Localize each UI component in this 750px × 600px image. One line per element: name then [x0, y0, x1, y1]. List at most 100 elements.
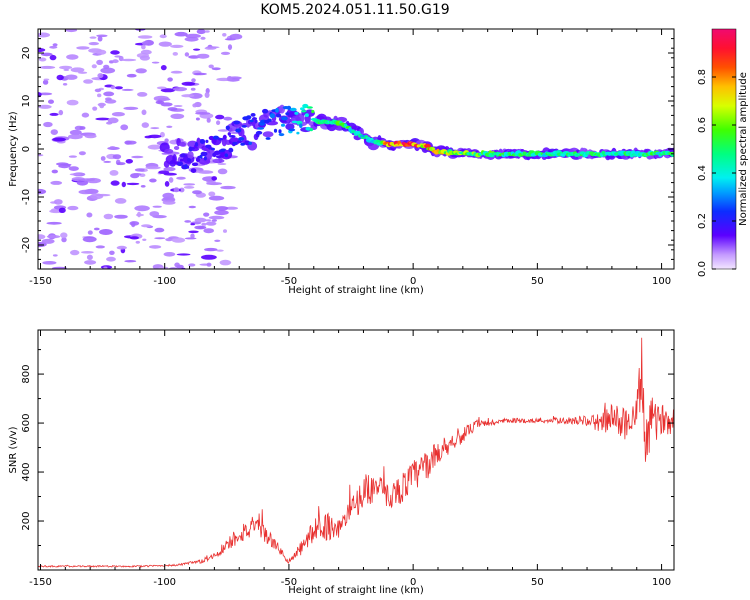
- snr-panel: -150 -100 -50 0 50 100 200 400 600 800 Height of …: [8, 329, 675, 596]
- signal-ridge: [217, 137, 224, 141]
- signal-ridge: [285, 112, 290, 116]
- signal-halo: [179, 141, 187, 147]
- noise-blob: [121, 181, 127, 188]
- signal-ridge: [210, 147, 215, 151]
- noise-blob: [181, 81, 196, 86]
- noise-blob: [204, 30, 210, 33]
- x-tick-label: 100: [652, 276, 671, 287]
- signal-halo: [279, 104, 285, 114]
- signal-ridge: [262, 108, 269, 114]
- signal-ridge: [302, 103, 309, 109]
- noise-blob: [110, 85, 116, 90]
- noise-blob: [82, 236, 97, 243]
- signal-ridge: [257, 127, 265, 130]
- signal-ridge: [208, 135, 215, 141]
- noise-blob: [153, 95, 169, 102]
- noise-blob: [151, 61, 160, 64]
- noise-blob: [188, 205, 196, 209]
- noise-blob: [158, 266, 169, 269]
- noise-blob: [126, 182, 140, 186]
- signal-ridge: [227, 132, 231, 136]
- noise-blob: [52, 137, 66, 142]
- signal-ridge: [431, 147, 436, 151]
- signal-ridge: [205, 139, 209, 143]
- noise-blob: [123, 106, 139, 110]
- noise-blob: [226, 76, 233, 81]
- signal-ridge: [278, 133, 285, 137]
- noise-blob: [203, 212, 210, 217]
- noise-blob: [208, 191, 216, 197]
- noise-blob: [206, 117, 211, 123]
- noise-blob: [67, 205, 79, 211]
- noise-blob: [149, 245, 162, 249]
- colorbar-label: Normalized spectral amplitude: [738, 72, 749, 226]
- signal-ridge: [249, 119, 254, 123]
- noise-blob: [181, 94, 195, 98]
- noise-blob: [172, 87, 188, 92]
- noise-blob: [110, 50, 120, 55]
- x-tick-label: 50: [531, 276, 544, 287]
- signal-ridge: [235, 128, 242, 133]
- noise-blob: [194, 225, 207, 230]
- noise-blob: [188, 92, 203, 99]
- noise-blob: [184, 52, 190, 57]
- noise-blob: [83, 79, 94, 84]
- y-tick-label: -20: [21, 237, 32, 253]
- noise-blob: [116, 245, 127, 250]
- signal-ridge: [194, 142, 199, 147]
- signal-ridge: [240, 142, 246, 146]
- noise-blob: [99, 229, 113, 235]
- noise-blob: [162, 200, 176, 205]
- signal-ridge: [222, 134, 227, 140]
- noise-blob: [68, 166, 79, 172]
- signal-ridge: [200, 151, 208, 157]
- signal-halo: [262, 131, 274, 138]
- noise-blob: [38, 57, 47, 62]
- noise-blob: [100, 156, 106, 161]
- noise-blob: [49, 54, 57, 61]
- signal-ridge: [208, 146, 212, 150]
- noise-blob: [196, 53, 210, 59]
- noise-blob: [142, 238, 147, 241]
- noise-blob: [43, 121, 53, 128]
- noise-blob: [66, 54, 79, 60]
- noise-blob: [214, 210, 229, 216]
- signal-ridge: [191, 162, 199, 167]
- noise-blob: [43, 78, 50, 81]
- noise-blob: [171, 237, 186, 243]
- noise-blob: [170, 113, 185, 120]
- y-tick-label: 200: [21, 511, 32, 530]
- spectrogram-x-axis-label: Height of straight line (km): [288, 285, 424, 296]
- noise-blob: [179, 187, 185, 193]
- noise-blob: [88, 42, 100, 46]
- noise-blob: [129, 236, 139, 240]
- noise-blob: [137, 92, 148, 97]
- signal-ridge: [304, 113, 309, 117]
- noise-blob: [204, 92, 210, 98]
- noise-blob: [184, 220, 192, 223]
- noise-blob: [42, 261, 57, 265]
- noise-blob: [58, 163, 71, 169]
- noise-blob: [134, 168, 145, 172]
- noise-blob: [173, 187, 180, 193]
- noise-blob: [166, 125, 173, 128]
- noise-blob: [190, 87, 196, 91]
- noise-blob: [215, 206, 229, 211]
- noise-blob: [38, 234, 46, 240]
- spectrogram-marks: [38, 29, 674, 269]
- noise-blob: [53, 199, 63, 205]
- noise-blob: [188, 230, 199, 234]
- noise-blob: [155, 100, 165, 105]
- noise-blob: [152, 205, 162, 208]
- noise-blob: [52, 254, 58, 257]
- noise-blob: [48, 99, 54, 104]
- x-tick-label: -100: [153, 276, 176, 287]
- snr-marks: [38, 337, 674, 568]
- noise-blob: [137, 35, 153, 39]
- signal-ridge: [290, 107, 297, 112]
- signal-ridge: [215, 155, 222, 159]
- noise-blob: [51, 169, 58, 174]
- y-tick-label: 800: [21, 365, 32, 384]
- noise-blob: [103, 266, 108, 269]
- signal-ridge: [311, 109, 315, 114]
